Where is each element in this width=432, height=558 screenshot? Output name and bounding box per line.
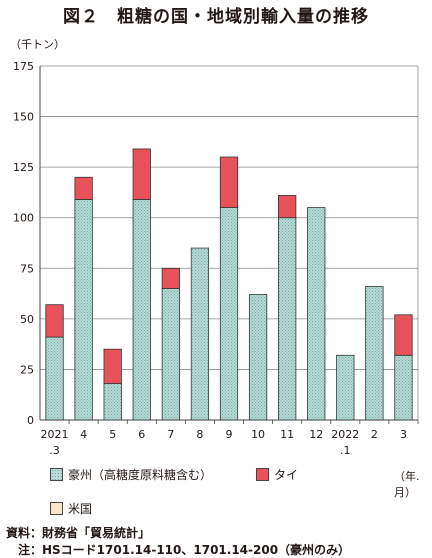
bar-thailand (74, 176, 93, 200)
legend-label-thailand: タイ (274, 468, 299, 482)
x-tick-label: .3 (49, 444, 60, 457)
bar-australia (45, 336, 64, 421)
bar-thailand (103, 348, 122, 384)
bar-australia (336, 354, 355, 421)
x-tick-label: 12 (309, 428, 323, 441)
y-tick-label: 75 (20, 262, 34, 275)
legend-swatch-usa (50, 502, 63, 515)
x-tick-label: 9 (226, 428, 233, 441)
bar-australia (307, 207, 326, 421)
chart-title: 図２ 粗糖の国・地域別輸入量の推移 (63, 7, 369, 27)
bar-thailand (161, 267, 180, 289)
legend-label-australia: 豪州（高糖度原料糖含む） (68, 468, 213, 482)
x-tick-label: 3 (400, 428, 407, 441)
bar-australia (394, 354, 413, 421)
legend-item-thailand: タイ (256, 466, 298, 483)
bar-thailand (219, 156, 239, 208)
bar-australia (248, 294, 268, 421)
y-tick-label: 0 (27, 414, 34, 427)
x-tick-label: 10 (251, 428, 265, 441)
bar-thailand (278, 195, 297, 219)
bar-australia (74, 199, 93, 421)
bar-australia (219, 207, 239, 421)
x-tick-label: 4 (80, 428, 87, 441)
x-tick-label: .1 (340, 444, 351, 457)
legend-item-usa: 米国 (50, 500, 92, 517)
y-tick-label: 25 (20, 363, 34, 376)
x-tick-label: 6 (138, 428, 145, 441)
x-tick-label: 8 (196, 428, 203, 441)
bar-thailand (394, 314, 413, 356)
footnote: 注：HSコード1701.14-110、1701.14-200（豪州のみ） (6, 543, 351, 557)
y-axis-unit-label: （千トン） (10, 38, 65, 51)
bar-australia (190, 247, 210, 421)
bar-chart: 0 25 50 75 100 125 150 175 2021 .3 4 5 6 7 8 9 10 11 12 202… (13, 60, 419, 457)
y-tick-label: 50 (20, 313, 34, 326)
x-tick-label: 2 (371, 428, 378, 441)
y-tick-label: 175 (13, 60, 34, 73)
bar-thailand (45, 304, 64, 338)
legend-item-australia: 豪州（高糖度原料糖含む） (50, 466, 212, 483)
legend-swatch-thailand (256, 468, 269, 481)
legend-label-usa: 米国 (68, 502, 93, 516)
y-tick-label: 150 (13, 111, 34, 124)
y-tick-label: 125 (13, 161, 34, 174)
x-tick-label: 11 (280, 428, 294, 441)
bar-australia (161, 288, 180, 421)
legend-swatch-australia (50, 468, 63, 481)
bar-australia (278, 217, 297, 421)
bar-thailand (132, 148, 151, 200)
source-note: 資料：財務省「貿易統計」 (6, 526, 151, 540)
bar-australia (365, 286, 384, 421)
x-tick-label: 2021 (41, 428, 69, 441)
x-tick-label: 2022 (331, 428, 359, 441)
bar-australia (132, 199, 151, 421)
y-tick-label: 100 (13, 212, 34, 225)
x-tick-label: 5 (109, 428, 116, 441)
bar-australia (103, 383, 122, 421)
x-axis-unit-label: （年.月） (394, 470, 420, 499)
x-tick-label: 7 (167, 428, 174, 441)
